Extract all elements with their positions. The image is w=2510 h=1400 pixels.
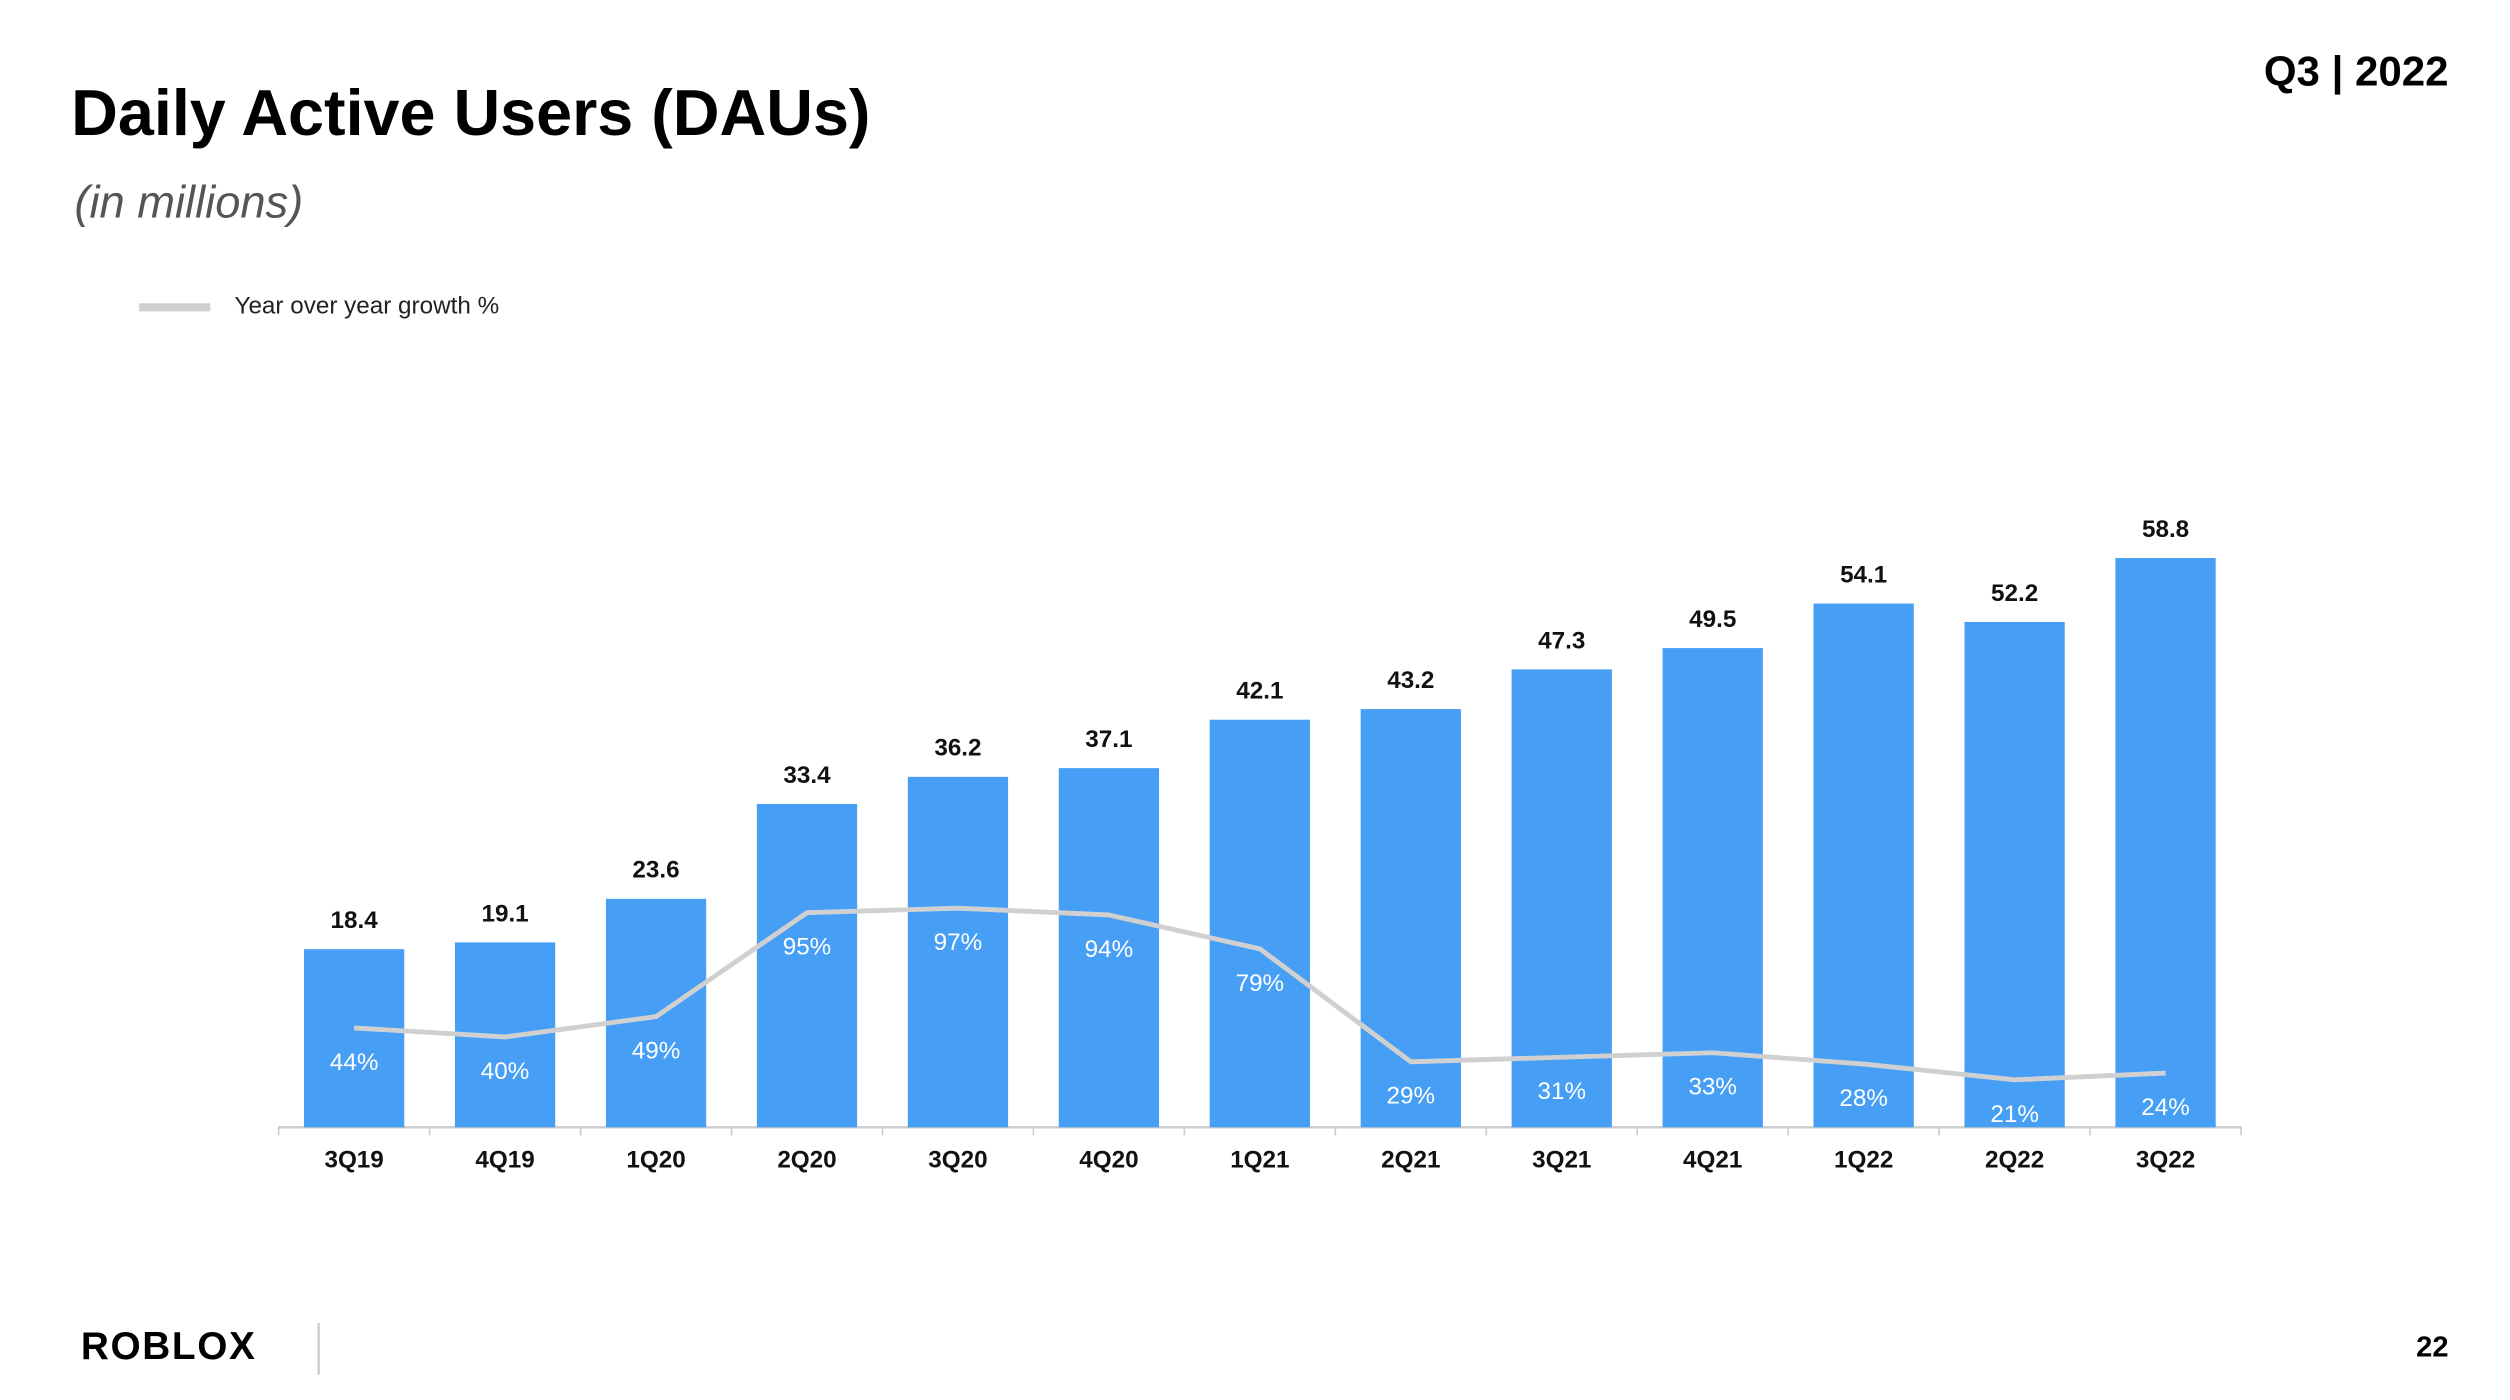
- growth-value-label: 21%: [1990, 1101, 2039, 1128]
- logo: ROBLOX: [81, 1325, 257, 1368]
- bar: [1964, 621, 2065, 1128]
- growth-value-label: 33%: [1688, 1074, 1737, 1101]
- growth-value-label: 31%: [1537, 1078, 1586, 1105]
- bar: [1058, 768, 1160, 1128]
- x-tick-label: 4Q19: [475, 1147, 534, 1174]
- legend-label: Year over year growth %: [235, 293, 500, 320]
- bar-value-label: 47.3: [1538, 627, 1585, 654]
- x-tick-label: 2Q21: [1381, 1147, 1440, 1174]
- growth-value-label: 40%: [481, 1058, 530, 1085]
- growth-value-label: 95%: [783, 934, 832, 961]
- bar: [605, 898, 707, 1128]
- x-tick-label: 2Q20: [777, 1147, 836, 1174]
- bar: [303, 949, 405, 1128]
- growth-value-label: 49%: [632, 1038, 681, 1065]
- chart-subtitle: (in millions): [74, 176, 303, 227]
- bar-value-label: 49.5: [1689, 606, 1736, 633]
- x-tick-label: 1Q22: [1834, 1147, 1893, 1174]
- bar-value-label: 33.4: [783, 762, 831, 789]
- bar-value-label: 36.2: [934, 735, 981, 762]
- bar: [756, 803, 858, 1128]
- growth-value-label: 94%: [1085, 936, 1134, 963]
- bar-value-label: 52.2: [1991, 580, 2038, 607]
- x-tick-label: 1Q20: [626, 1147, 685, 1174]
- bar: [1662, 648, 1763, 1128]
- growth-value-label: 28%: [1839, 1085, 1888, 1112]
- bar: [2115, 558, 2216, 1128]
- x-tick-label: 3Q21: [1532, 1147, 1591, 1174]
- growth-value-label: 97%: [934, 929, 983, 956]
- x-tick-label: 3Q20: [928, 1147, 987, 1174]
- x-tick-label: 4Q20: [1079, 1147, 1138, 1174]
- bar-value-label: 42.1: [1236, 678, 1283, 705]
- bar-value-label: 43.2: [1387, 667, 1434, 694]
- growth-value-label: 24%: [2141, 1094, 2190, 1121]
- bar: [1813, 603, 1914, 1128]
- bar-value-label: 37.1: [1085, 726, 1132, 753]
- bar-value-label: 19.1: [481, 900, 528, 927]
- bar: [1209, 719, 1310, 1128]
- growth-value-label: 29%: [1387, 1083, 1436, 1110]
- x-tick-label: 2Q22: [1985, 1147, 2044, 1174]
- bar-value-label: 58.8: [2142, 516, 2189, 543]
- bar: [1360, 709, 1461, 1128]
- x-tick-label: 1Q21: [1230, 1147, 1289, 1174]
- bar-value-label: 23.6: [632, 857, 679, 884]
- growth-value-label: 79%: [1236, 970, 1285, 997]
- x-tick-label: 3Q19: [324, 1147, 383, 1174]
- period: Q3 | 2022: [2264, 48, 2449, 96]
- x-tick-label: 3Q22: [2136, 1147, 2195, 1174]
- growth-value-label: 44%: [330, 1049, 379, 1076]
- x-tick-label: 4Q21: [1683, 1147, 1742, 1174]
- bar-value-label: 18.4: [331, 907, 379, 934]
- chart-title: Daily Active Users (DAUs): [71, 76, 870, 149]
- page-number: 22: [2416, 1332, 2448, 1364]
- bar-value-label: 54.1: [1840, 561, 1887, 588]
- bar: [1511, 669, 1612, 1128]
- bar: [907, 776, 1009, 1128]
- growth-line: [353, 905, 2166, 1083]
